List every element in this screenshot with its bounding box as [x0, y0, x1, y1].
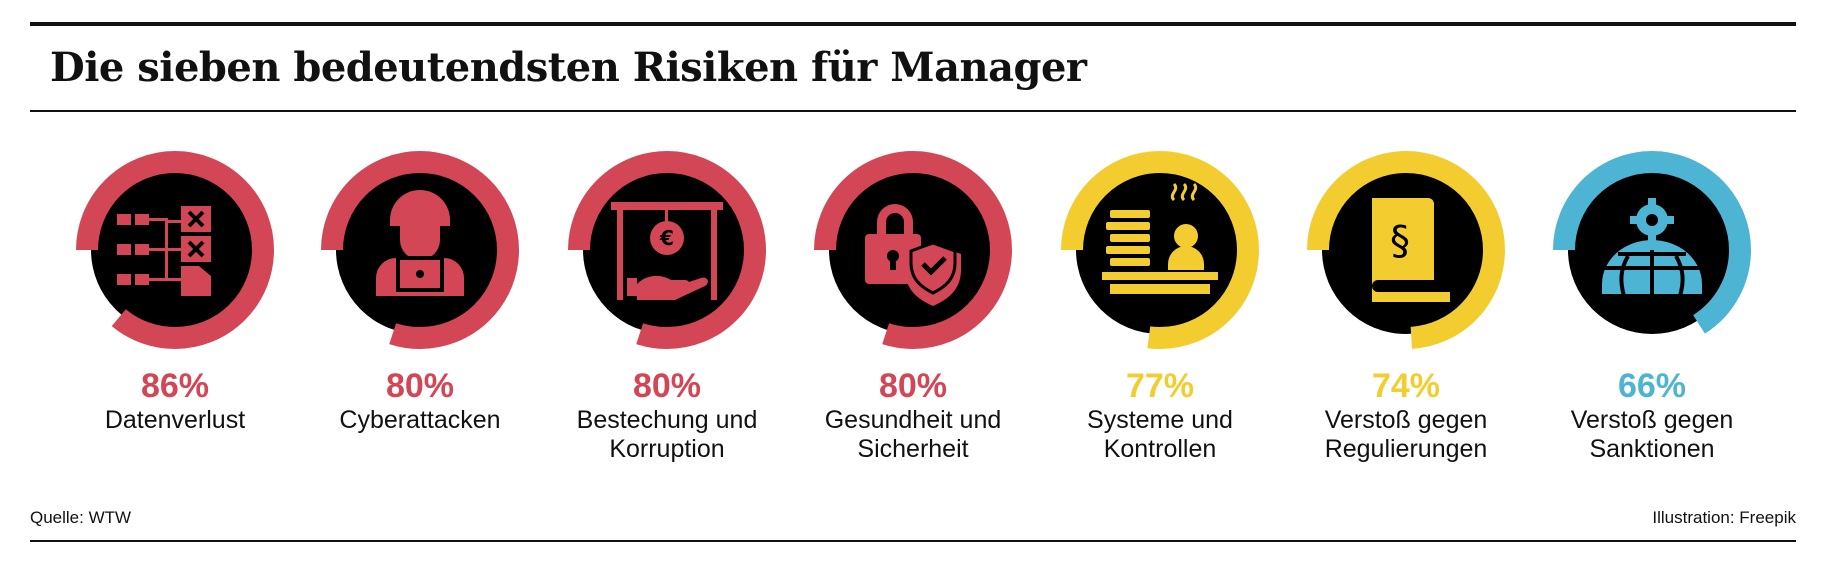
donut-value-arc: [568, 151, 766, 349]
risk-percentage: 74%: [1371, 367, 1441, 405]
risk-label: Systeme und Kontrollen: [1040, 406, 1280, 464]
donut-value-arc: [1553, 151, 1751, 349]
donut-value-arc: [321, 151, 519, 349]
risk-item: 86% Datenverlust: [55, 150, 295, 435]
bribery-euro-hand-icon: €: [611, 202, 723, 300]
risk-label-line: Regulierungen: [1324, 435, 1488, 463]
risk-label: Verstoß gegen Sanktionen: [1532, 406, 1772, 464]
risk-label-line: Verstoß gegen: [1570, 406, 1734, 434]
clerk-desk-icon: [1102, 182, 1218, 294]
risk-label-line: Cyberattacken: [339, 406, 501, 434]
risk-label-line: Gesundheit und: [824, 406, 1002, 434]
bottom-rule: [30, 540, 1796, 542]
donut-ring: €: [568, 151, 766, 349]
risk-label-line: Korruption: [609, 435, 725, 463]
donut-value-arc: [1307, 151, 1505, 349]
risk-item: § 74% Verstoß gegen Regulierungen: [1286, 150, 1526, 464]
risk-donut-chart: 86% Datenverlust 80% Cyberattacken €80% Bes…: [0, 150, 1826, 480]
risk-label-line: Datenverlust: [104, 406, 246, 434]
risk-label: Verstoß gegen Regulierungen: [1286, 406, 1526, 464]
donut-ring: [76, 151, 274, 349]
risk-percentage: 80%: [632, 367, 702, 405]
risk-label: Gesundheit und Sicherheit: [793, 406, 1033, 464]
donut-ring: §: [1307, 151, 1505, 349]
page-title: Die sieben bedeutendsten Risiken für Man…: [50, 44, 1087, 91]
risk-label-line: Kontrollen: [1103, 435, 1217, 463]
risk-label: Cyberattacken: [300, 406, 540, 435]
svg-text:€: €: [659, 226, 674, 250]
donut-ring: [1061, 151, 1259, 349]
donut-ring: [814, 151, 1012, 349]
risk-label-line: Sanktionen: [1589, 435, 1715, 463]
risk-label-line: Bestechung und: [576, 406, 758, 434]
risk-label-line: Verstoß gegen: [1324, 406, 1488, 434]
risk-percentage: 80%: [385, 367, 455, 405]
risk-item: 80% Cyberattacken: [300, 150, 540, 435]
risk-percentage: 66%: [1617, 367, 1687, 405]
padlock-shield-icon: [865, 204, 961, 306]
donut-value-arc: [1061, 151, 1259, 349]
donut-value-arc: [76, 151, 274, 349]
top-rule: [30, 22, 1796, 26]
risk-percentage: 86%: [140, 367, 210, 405]
title-divider: [30, 110, 1796, 112]
risk-item: 80% Gesundheit und Sicherheit: [793, 150, 1033, 464]
risk-label-line: Sicherheit: [857, 435, 969, 463]
risk-item: 66% Verstoß gegen Sanktionen: [1532, 150, 1772, 464]
law-book-icon: §: [1372, 198, 1450, 302]
data-flowchart-icon: [117, 206, 211, 296]
risk-percentage: 77%: [1125, 367, 1195, 405]
source-note: Quelle: WTW: [30, 508, 132, 527]
globe-gear-icon: [1602, 198, 1702, 297]
illustration-credit: Illustration: Freepik: [1652, 508, 1796, 527]
risk-item: €80% Bestechung und Korruption: [547, 150, 787, 464]
risk-percentage: 80%: [878, 367, 948, 405]
donut-ring: [321, 151, 519, 349]
donut-ring: [1553, 151, 1751, 349]
risk-item: 77% Systeme und Kontrollen: [1040, 150, 1280, 464]
donut-value-arc: [814, 151, 1012, 349]
hacker-laptop-icon: [376, 190, 464, 296]
svg-text:§: §: [1390, 218, 1410, 264]
risk-label: Datenverlust: [55, 406, 295, 435]
risk-label: Bestechung und Korruption: [547, 406, 787, 464]
risk-label-line: Systeme und: [1087, 406, 1233, 434]
